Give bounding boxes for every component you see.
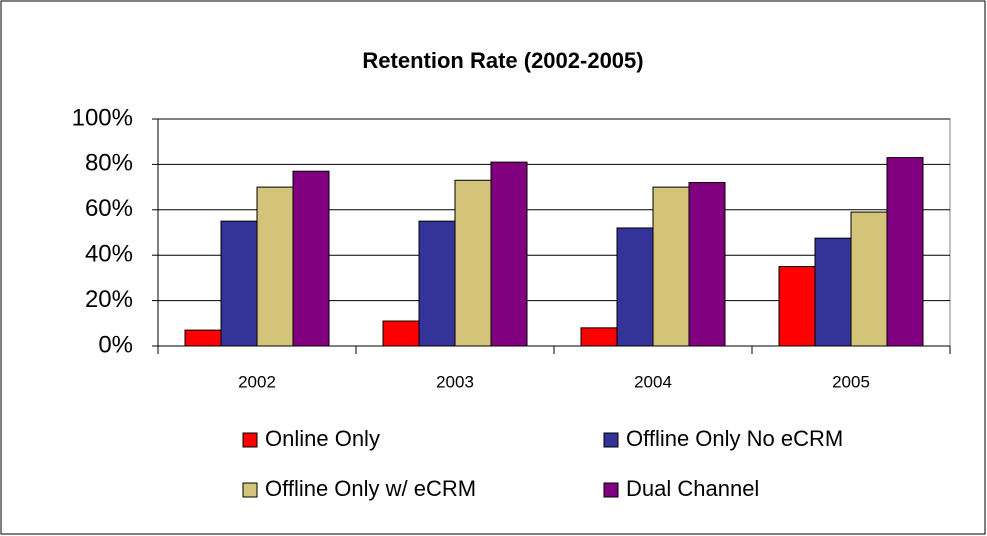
- bar: [454, 179, 492, 347]
- bar: [382, 320, 420, 347]
- legend-label: Online Only: [265, 426, 380, 451]
- x-tick-label: 2003: [436, 372, 474, 391]
- bar: [292, 170, 330, 347]
- bar: [220, 220, 258, 347]
- bar: [256, 186, 294, 347]
- bar: [850, 211, 888, 347]
- legend-swatch: [242, 482, 258, 498]
- bar: [490, 161, 528, 347]
- bar: [814, 237, 852, 347]
- y-tick-label: 60%: [85, 195, 133, 222]
- legend-swatch: [603, 482, 619, 498]
- y-tick-label: 0%: [98, 331, 133, 358]
- bar: [184, 329, 222, 347]
- bar: [418, 220, 456, 347]
- y-tick-label: 80%: [85, 150, 133, 177]
- y-tick-label: 40%: [85, 241, 133, 268]
- y-tick-label: 100%: [72, 104, 133, 131]
- bar: [616, 227, 654, 347]
- bar: [652, 186, 690, 347]
- legend-swatch: [603, 432, 619, 448]
- legend-swatch: [242, 432, 258, 448]
- bar: [886, 157, 924, 347]
- bar: [778, 266, 816, 347]
- chart-title: Retention Rate (2002-2005): [362, 48, 643, 73]
- x-tick-label: 2004: [634, 372, 672, 391]
- legend-label: Dual Channel: [626, 476, 759, 501]
- y-tick-label: 20%: [85, 286, 133, 313]
- bar: [580, 327, 618, 347]
- legend-label: Offline Only w/ eCRM: [265, 476, 476, 501]
- x-tick-label: 2002: [238, 372, 276, 391]
- x-tick-label: 2005: [832, 372, 870, 391]
- bar: [688, 182, 726, 347]
- legend-label: Offline Only No eCRM: [626, 426, 843, 451]
